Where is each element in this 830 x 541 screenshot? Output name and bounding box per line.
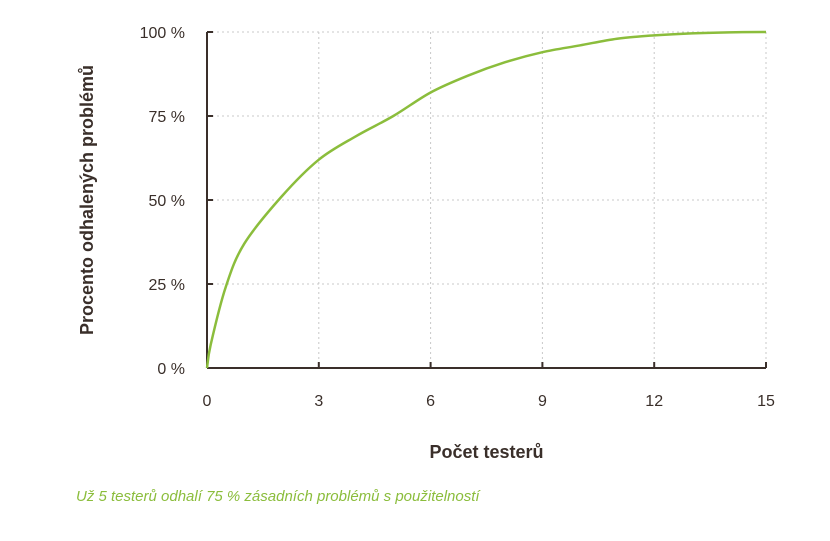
y-axis-title: Procento odhalených problémů bbox=[77, 65, 97, 335]
x-axis-title: Počet testerů bbox=[429, 442, 543, 462]
series-line bbox=[205, 30, 767, 369]
y-tick-label: 75 % bbox=[149, 109, 185, 126]
y-tick-label: 0 % bbox=[157, 361, 185, 378]
tick-labels: 0 3 6 9 12 15 0 % 25 % 50 % 75 % 100 % bbox=[140, 25, 775, 410]
y-tick-label: 50 % bbox=[149, 193, 185, 210]
chart-caption: Už 5 testerů odhalí 75 % zásadních probl… bbox=[76, 488, 480, 505]
x-tick-label: 15 bbox=[757, 393, 775, 410]
y-tick-label: 100 % bbox=[140, 25, 185, 42]
x-tick-label: 12 bbox=[645, 393, 663, 410]
x-tick-label: 6 bbox=[426, 393, 435, 410]
y-tick-label: 25 % bbox=[149, 277, 185, 294]
x-tick-label: 9 bbox=[538, 393, 547, 410]
x-tick-label: 0 bbox=[203, 393, 212, 410]
grid bbox=[207, 31, 767, 368]
x-tick-label: 3 bbox=[314, 393, 323, 410]
